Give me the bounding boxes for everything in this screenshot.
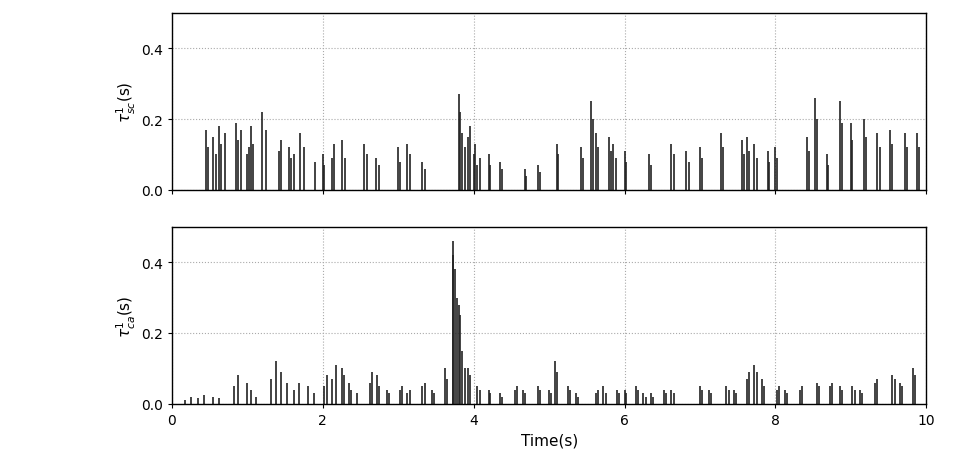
Y-axis label: $\tau^1_{ca}$(s): $\tau^1_{ca}$(s)	[115, 294, 138, 337]
Y-axis label: $\tau^1_{sc}$(s): $\tau^1_{sc}$(s)	[115, 81, 138, 123]
X-axis label: Time(s): Time(s)	[520, 432, 578, 448]
